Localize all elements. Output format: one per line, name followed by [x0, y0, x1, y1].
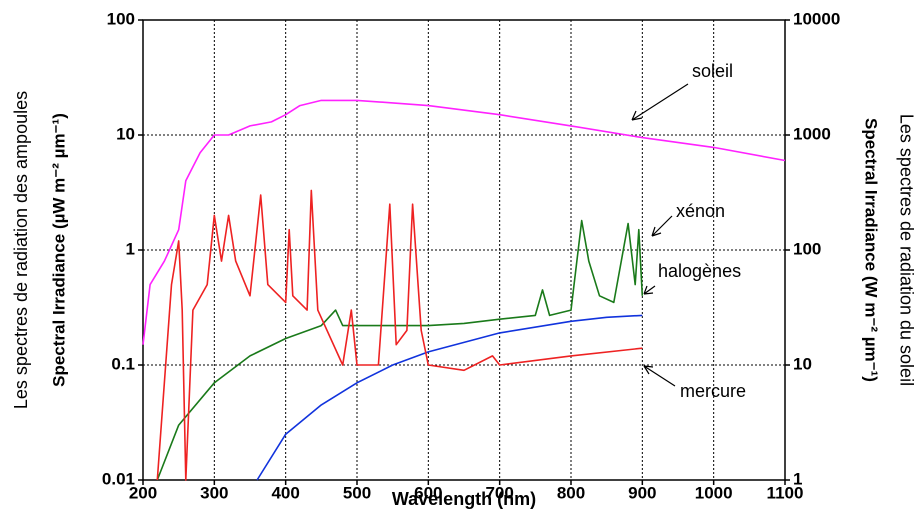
annotation: halogènes [658, 261, 741, 281]
x-tick-label: 200 [129, 483, 157, 502]
y-tick-label: 0.01 [102, 469, 135, 488]
series-line [256, 314, 643, 481]
y-tick-label: 0.1 [111, 354, 135, 373]
series-line [156, 189, 643, 481]
y-label: Spectral Irradiance (µW m⁻² µm⁻¹) [49, 113, 68, 387]
y2-tick-label: 1000 [793, 124, 831, 143]
y-tick-label: 100 [107, 9, 135, 28]
arrow [643, 285, 656, 295]
series-line [142, 99, 786, 345]
annotation: soleil [692, 61, 733, 81]
x-label: Wavelength (nm) [392, 489, 536, 509]
annotation: mercure [680, 381, 746, 401]
y2-tick-label: 100 [793, 239, 821, 258]
y-tick-label: 10 [116, 124, 135, 143]
arrow [631, 83, 689, 121]
annotation: xénon [676, 201, 725, 221]
y-label-outer: Les spectres de radiation des ampoules [11, 91, 31, 409]
x-tick-label: 900 [628, 483, 656, 502]
annotation-arrows [631, 83, 689, 387]
x-tick-label: 400 [271, 483, 299, 502]
plot-frame [142, 19, 786, 481]
y2-label-outer: Les spectres de radiation du soleil [896, 114, 916, 386]
series-line [156, 219, 644, 481]
x-tick-label: 500 [343, 483, 371, 502]
x-tick-label: 700 [485, 483, 513, 502]
x-tick-label: 600 [414, 483, 442, 502]
x-tick-label: 1000 [695, 483, 733, 502]
x-tick-label: 1100 [767, 483, 804, 502]
y2-tick-label: 1 [793, 469, 802, 488]
arrow [651, 215, 673, 237]
y2-tick-label: 10 [793, 354, 812, 373]
y-tick-label: 1 [126, 239, 135, 258]
x-tick-label: 800 [557, 483, 585, 502]
y2-label: Spectral Irradiance (W m⁻² µm⁻¹) [862, 118, 881, 382]
arrow [643, 365, 676, 387]
x-tick-label: 300 [200, 483, 228, 502]
y2-tick-label: 10000 [793, 9, 840, 28]
